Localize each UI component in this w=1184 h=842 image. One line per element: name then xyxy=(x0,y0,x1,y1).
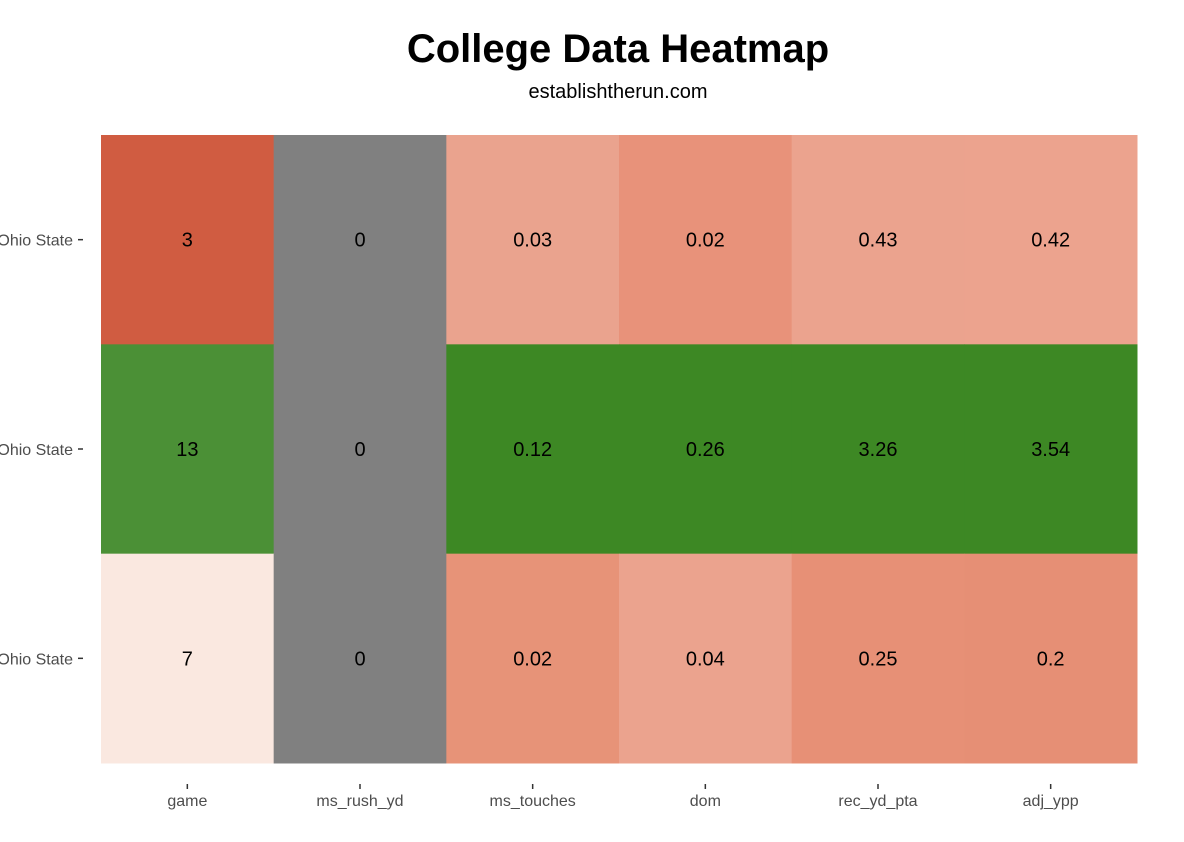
cell-value-label: 0.02 xyxy=(686,230,725,252)
heatmap-cell xyxy=(791,344,965,555)
heatmap-cell xyxy=(446,553,620,764)
x-tick-label: ms_touches xyxy=(490,793,576,810)
heatmap-cell xyxy=(101,344,275,555)
y-tick-label: Ohio State xyxy=(0,442,73,459)
cell-value-label: 0 xyxy=(354,439,365,461)
cell-value-label: 0.02 xyxy=(513,648,552,670)
y-tick-label: Ohio State xyxy=(0,233,73,250)
cell-value-label: 0.26 xyxy=(686,439,725,461)
heatmap-cell xyxy=(791,553,965,764)
heatmap-cell xyxy=(101,135,275,345)
heatmap-cells xyxy=(101,135,1138,764)
chart-title: College Data Heatmap xyxy=(407,27,829,71)
heatmap-cell xyxy=(619,344,793,555)
heatmap-cell xyxy=(273,344,447,555)
heatmap-cell xyxy=(446,344,620,555)
x-tick-label: game xyxy=(167,793,207,810)
cell-value-label: 0.42 xyxy=(1031,230,1070,252)
heatmap-cell xyxy=(964,553,1138,764)
chart-subtitle: establishtherun.com xyxy=(529,81,708,103)
heatmap-cell xyxy=(619,135,793,345)
heatmap-cell xyxy=(619,553,793,764)
heatmap-cell xyxy=(273,135,447,345)
y-axis: Ohio State Ohio State Ohio State xyxy=(0,233,83,668)
y-tick-label: Ohio State xyxy=(0,651,73,668)
x-tick-label: adj_ypp xyxy=(1023,793,1079,810)
cell-value-label: 3.26 xyxy=(859,439,898,461)
cell-value-label: 7 xyxy=(182,648,193,670)
cell-value-label: 0.03 xyxy=(513,230,552,252)
cell-value-label: 13 xyxy=(176,439,198,461)
heatmap-cell-labels: 3 0 0.03 0.02 0.43 0.42 13 0 0.12 0.26 3.26 3.54 7 0 0… xyxy=(176,230,1070,671)
cell-value-label: 3 xyxy=(182,230,193,252)
heatmap-cell xyxy=(101,553,275,764)
cell-value-label: 0.04 xyxy=(686,648,725,670)
cell-value-label: 0.25 xyxy=(859,648,898,670)
cell-value-label: 0.12 xyxy=(513,439,552,461)
x-axis: game ms_rush_yd ms_touches dom rec_yd_pta adj… xyxy=(167,784,1079,810)
heatmap-cell xyxy=(964,344,1138,555)
cell-value-label: 0 xyxy=(354,648,365,670)
heatmap-cell xyxy=(446,135,620,345)
heatmap-cell xyxy=(273,553,447,764)
x-tick-label: dom xyxy=(690,793,721,810)
x-tick-label: rec_yd_pta xyxy=(838,793,917,810)
cell-value-label: 0.2 xyxy=(1037,648,1065,670)
x-tick-label: ms_rush_yd xyxy=(316,793,403,810)
cell-value-label: 3.54 xyxy=(1031,439,1070,461)
cell-value-label: 0 xyxy=(354,230,365,252)
heatmap-cell xyxy=(791,135,965,345)
heatmap-cell xyxy=(964,135,1138,345)
cell-value-label: 0.43 xyxy=(859,230,898,252)
